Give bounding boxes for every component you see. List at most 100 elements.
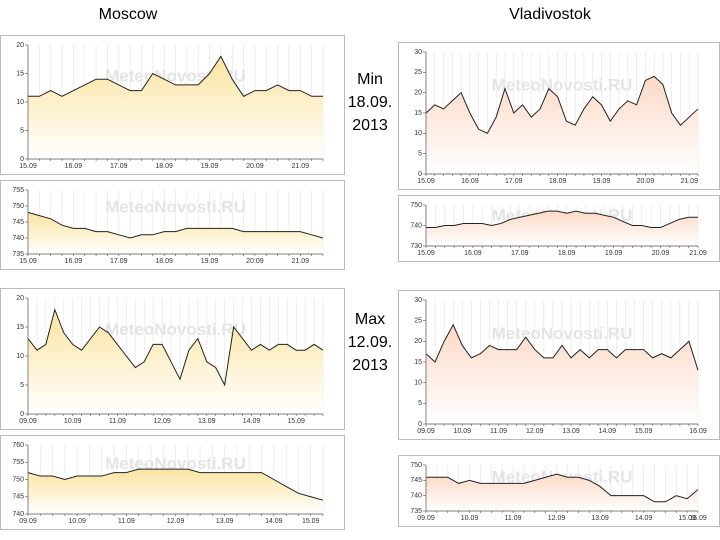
y-tick-label: 750 <box>12 476 24 483</box>
line <box>27 307 324 387</box>
x-tick-label: 19.09 <box>593 178 611 185</box>
x-tick-label: 18.09 <box>558 250 576 257</box>
line <box>27 468 324 501</box>
y-tick-label: 735 <box>12 251 24 258</box>
x-tick-label: 15.09 <box>19 258 37 265</box>
y-tick-label: 20 <box>414 90 422 97</box>
x-tick-label: 20.09 <box>652 250 670 257</box>
x-tick-label: 17.09 <box>505 178 523 185</box>
y-tick-label: 25 <box>414 318 422 325</box>
line <box>28 55 323 97</box>
watermark: MeteoNovosti.RU <box>105 454 246 473</box>
x-tick-label: 10.09 <box>64 418 82 425</box>
x-tick-label: 21.09 <box>292 163 310 170</box>
x-tick-label: 16.09 <box>461 178 479 185</box>
x-tick-label: 20.09 <box>246 258 264 265</box>
y-tick-label: 745 <box>12 219 24 226</box>
y-tick-label: 15 <box>414 359 422 366</box>
y-tick-label: 15 <box>414 110 422 117</box>
y-tick-label: 0 <box>418 171 422 178</box>
y-tick-label: 15 <box>16 70 24 77</box>
x-tick-label: 16.09 <box>65 258 83 265</box>
y-tick-label: 15 <box>16 324 24 331</box>
area <box>28 469 323 514</box>
chart: 15.09 16.09 17.09 18.09 19.09 20.09 21.09 Meteo… <box>398 42 720 190</box>
x-tick-label: 21.09 <box>689 250 707 257</box>
x-tick-label: 09.09 <box>417 428 435 435</box>
x-tick-label: 15.09 <box>678 515 696 522</box>
x-tick-label: 12.09 <box>153 418 171 425</box>
y-tick-label: 10 <box>414 380 422 387</box>
x-tick-label: 16.09 <box>65 163 83 170</box>
x-tick-label: 15.09 <box>287 418 305 425</box>
area <box>426 324 698 424</box>
area <box>28 212 323 254</box>
y-tick-label: 30 <box>414 49 422 56</box>
y-tick-label: 20 <box>414 338 422 345</box>
line <box>426 473 699 503</box>
x-tick-label: 10.09 <box>461 515 479 522</box>
x-tick-label: 11.09 <box>118 518 135 525</box>
y-tick-label: 0 <box>418 421 422 428</box>
x-tick-label: 21.09 <box>680 178 698 185</box>
line <box>426 210 698 229</box>
x-tick-label: 09.09 <box>417 515 435 522</box>
x-tick-label: 15.09 <box>417 250 435 257</box>
date-note: 2013 <box>352 357 388 374</box>
x-tick-label: 15.09 <box>302 518 320 525</box>
x-tick-label: 11.09 <box>505 515 522 522</box>
x-tick-label: 18.09 <box>155 163 173 170</box>
x-tick-label: 13.09 <box>198 418 216 425</box>
city-header: Vladivostok <box>509 6 592 23</box>
y-tick-label: 10 <box>414 130 422 137</box>
date-note: 2013 <box>352 117 388 134</box>
area <box>426 211 698 246</box>
y-tick-label: 20 <box>16 295 24 302</box>
y-tick-label: 5 <box>20 382 24 389</box>
x-tick-label: 10.09 <box>68 518 86 525</box>
chart: 15.09 16.09 17.09 18.09 19.09 20.09 21.09 Meteo… <box>0 180 345 270</box>
x-tick-label: 16.09 <box>689 515 707 522</box>
date-note: Min <box>357 71 383 88</box>
x-tick-label: 19.09 <box>605 250 623 257</box>
y-tick-label: 735 <box>410 508 422 515</box>
watermark: MeteoNovosti.RU <box>105 197 246 216</box>
x-tick-label: 20.09 <box>637 178 655 185</box>
area <box>426 76 698 174</box>
y-tick-label: 750 <box>410 202 422 209</box>
x-tick-label: 13.09 <box>591 515 609 522</box>
y-tick-label: 20 <box>16 42 24 49</box>
x-tick-label: 21.09 <box>292 258 310 265</box>
chart: 09.09 10.09 11.09 12.09 13.09 14.09 15.09 Meteo… <box>0 288 345 430</box>
x-tick-label: 14.09 <box>265 518 283 525</box>
x-tick-label: 16.09 <box>464 250 482 257</box>
x-tick-label: 18.09 <box>155 258 173 265</box>
y-tick-label: 5 <box>418 151 422 158</box>
x-tick-label: 20.09 <box>246 163 264 170</box>
x-tick-label: 11.09 <box>109 418 126 425</box>
y-tick-label: 0 <box>20 156 24 163</box>
x-tick-label: 15.09 <box>635 428 653 435</box>
y-tick-label: 0 <box>20 411 24 418</box>
line <box>425 323 699 371</box>
y-tick-label: 25 <box>414 69 422 76</box>
date-note: Max <box>355 311 385 328</box>
area <box>28 309 323 414</box>
y-tick-label: 740 <box>12 235 24 242</box>
y-tick-label: 755 <box>12 459 24 466</box>
watermark: MeteoNovosti.RU <box>105 320 246 339</box>
watermark: MeteoNovosti.RU <box>492 76 633 95</box>
y-tick-label: 745 <box>410 477 422 484</box>
y-tick-label: 755 <box>12 187 24 194</box>
x-tick-label: 09.09 <box>19 418 37 425</box>
date-note: 12.09. <box>348 334 392 351</box>
line <box>425 75 699 134</box>
x-tick-label: 15.09 <box>417 178 435 185</box>
x-tick-label: 14.09 <box>599 428 617 435</box>
x-tick-label: 11.09 <box>490 428 507 435</box>
x-tick-label: 09.09 <box>19 518 37 525</box>
date-note: 18.09. <box>348 94 392 111</box>
